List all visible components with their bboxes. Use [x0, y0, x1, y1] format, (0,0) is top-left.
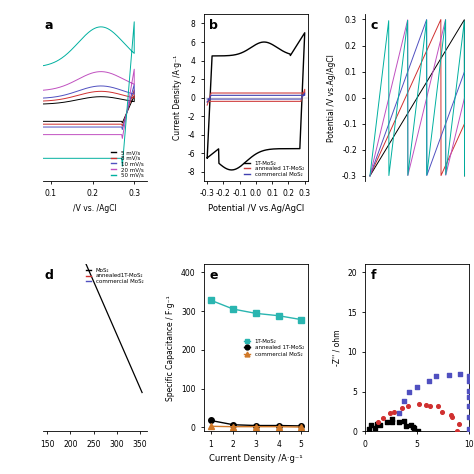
- Point: [395, 409, 403, 417]
- X-axis label: /V vs. /AgCl: /V vs. /AgCl: [73, 204, 117, 213]
- Point: [374, 418, 382, 425]
- Point: [465, 373, 473, 380]
- Point: [386, 410, 393, 417]
- Point: [465, 387, 473, 394]
- Point: [413, 383, 420, 391]
- Y-axis label: -Z'' / ohm: -Z'' / ohm: [333, 329, 342, 366]
- Text: d: d: [45, 270, 54, 283]
- Point: [426, 377, 433, 385]
- Y-axis label: Specific Capacitance / F·g⁻¹: Specific Capacitance / F·g⁻¹: [166, 295, 175, 401]
- Point: [422, 401, 430, 409]
- Point: [465, 377, 473, 385]
- Y-axis label: Current Density /A·g⁻¹: Current Density /A·g⁻¹: [173, 55, 182, 140]
- Point: [410, 425, 418, 432]
- X-axis label: Potential /V vs.Ag/AgCl: Potential /V vs.Ag/AgCl: [208, 204, 304, 213]
- Point: [404, 402, 411, 410]
- Point: [465, 425, 473, 433]
- Point: [383, 419, 391, 426]
- Point: [426, 402, 433, 410]
- Point: [365, 425, 373, 433]
- Text: e: e: [209, 270, 218, 283]
- Point: [465, 402, 473, 410]
- Point: [453, 428, 461, 435]
- Point: [434, 402, 441, 410]
- X-axis label: Current Density /A·g⁻¹: Current Density /A·g⁻¹: [209, 454, 303, 463]
- Text: c: c: [370, 19, 378, 32]
- Point: [371, 424, 379, 432]
- Y-axis label: Potential /V vs.Ag/AgCl: Potential /V vs.Ag/AgCl: [328, 54, 337, 142]
- Point: [407, 421, 415, 429]
- Point: [465, 393, 473, 401]
- Point: [455, 420, 462, 428]
- Point: [448, 413, 456, 421]
- Point: [414, 428, 421, 435]
- Point: [376, 421, 384, 428]
- Point: [395, 419, 403, 426]
- Text: f: f: [370, 270, 376, 283]
- Point: [379, 414, 387, 422]
- Text: a: a: [45, 19, 53, 32]
- Point: [388, 416, 396, 423]
- Point: [388, 419, 396, 426]
- Point: [405, 389, 412, 396]
- Point: [446, 372, 453, 379]
- Point: [390, 408, 398, 416]
- Point: [456, 370, 464, 378]
- Point: [432, 373, 440, 380]
- Point: [374, 420, 381, 428]
- Point: [402, 422, 410, 430]
- Legend: MoS₂, annealed1T-MoS₂, commercial MoS₂: MoS₂, annealed1T-MoS₂, commercial MoS₂: [85, 267, 144, 285]
- Point: [438, 408, 446, 416]
- Legend: 1T-MoS₂, annealed 1T-MoS₂, commercial MoS₂: 1T-MoS₂, annealed 1T-MoS₂, commercial Mo…: [243, 159, 305, 178]
- Point: [399, 404, 406, 411]
- Point: [415, 401, 422, 408]
- Point: [447, 411, 455, 419]
- Point: [400, 417, 407, 425]
- Point: [400, 398, 408, 405]
- Text: b: b: [209, 19, 218, 32]
- Point: [367, 421, 375, 429]
- Point: [465, 413, 473, 420]
- Legend: 5 mV/s, 8 mV/s, 10 mV/s, 20 mV/s, 50 mV/s: 5 mV/s, 8 mV/s, 10 mV/s, 20 mV/s, 50 mV/…: [110, 149, 144, 178]
- Point: [409, 423, 417, 431]
- Legend: 1T-MoS₂, annealed 1T-MoS₂, commercial MoS₂: 1T-MoS₂, annealed 1T-MoS₂, commercial Mo…: [243, 338, 305, 358]
